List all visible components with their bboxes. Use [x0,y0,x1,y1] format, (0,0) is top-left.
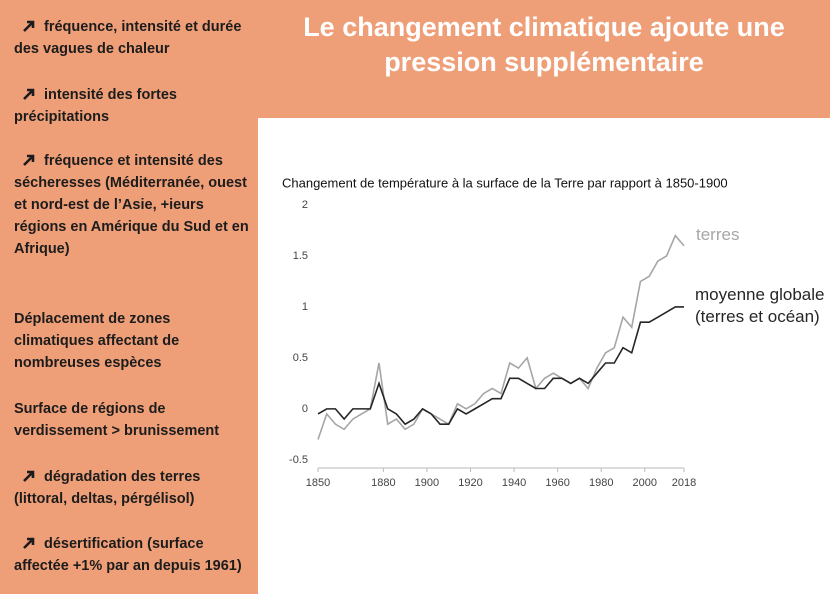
series-label: moyenne globale (terres et océan) [695,285,825,326]
item-text: intensité des fortes précipitations [14,87,177,125]
x-tick-label: 1900 [415,477,439,489]
x-tick-label: 1940 [502,477,526,489]
sidebar-item: intensité des fortes précipitations [14,84,250,128]
slide-title: Le changement climatique ajoute une pres… [303,12,785,77]
y-tick-label: -0.5 [289,454,308,466]
series-line [317,306,684,426]
item-text: fréquence, intensité et durée des vagues… [14,19,242,57]
y-tick-label: 2 [302,199,308,211]
x-tick-label: 1980 [589,477,613,489]
x-tick-label: 2000 [633,477,657,489]
sidebar-item: Surface de régions de verdissement > bru… [14,398,250,442]
arrow-icon [23,20,35,32]
x-tick-label: 1850 [306,477,330,489]
sidebar-item: désertification (surface affectée +1% pa… [14,533,250,577]
x-tick-label: 1880 [371,477,395,489]
y-tick-label: 0.5 [293,352,308,364]
item-text: désertification (surface affectée +1% pa… [14,536,242,574]
sidebar-item: Déplacement de zones climatiques affecta… [14,308,250,374]
item-text: Surface de régions de verdissement > bru… [14,401,220,439]
x-tick-label: 1960 [545,477,569,489]
item-text: fréquence et intensité des sécheresses (… [14,153,249,257]
sidebar-item: fréquence, intensité et durée des vagues… [14,16,250,60]
y-tick-label: 1.5 [293,250,308,262]
sidebar-item: fréquence et intensité des sécheresses (… [14,150,250,260]
series-line [317,234,685,440]
x-tick-label: 1920 [458,477,482,489]
item-text: dégradation des terres (littoral, deltas… [14,469,201,507]
header-bg [258,0,830,118]
chart-title: Changement de température à la surface d… [282,175,728,190]
y-tick-label: 0 [302,403,308,415]
arrow-icon [23,470,35,482]
series-label: terres [696,225,740,244]
arrow-icon [23,88,35,100]
arrow-icon [23,154,35,166]
x-tick-label: 2018 [672,477,696,489]
y-tick-label: 1 [302,301,308,313]
arrow-icon [23,537,35,549]
sidebar-bg [0,0,258,594]
sidebar-item: dégradation des terres (littoral, deltas… [14,466,250,510]
item-text: Déplacement de zones climatiques affecta… [14,311,180,371]
